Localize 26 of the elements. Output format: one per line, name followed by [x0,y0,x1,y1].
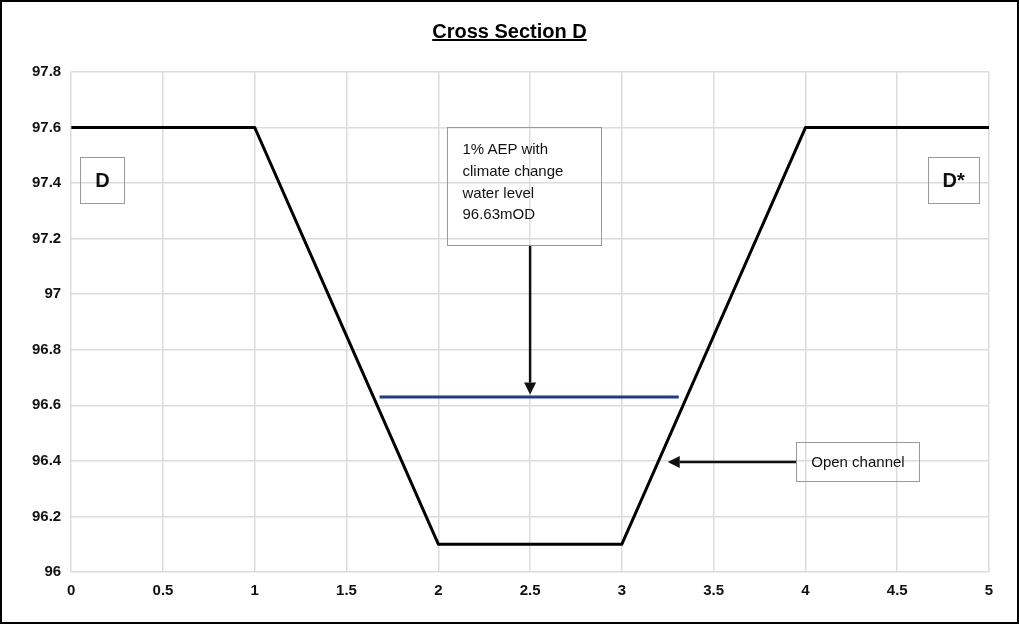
y-tick-label: 97.6 [31,117,62,135]
x-tick-label: 1 [250,581,259,599]
annotation: D* [927,157,980,204]
x-tick-label: 4 [801,581,811,599]
annotation: D [80,157,125,204]
x-tick-label: 5 [984,581,994,599]
chart-title: Cross Section D [431,20,588,43]
annotation: Open channel [796,442,920,482]
x-tick-label: 3.5 [703,581,725,599]
x-tick-label: 0.5 [152,581,174,599]
y-tick-label: 96.6 [31,395,62,413]
annotation: 1% AEP with climate change water level 96.63mOD [447,127,603,246]
y-tick-label: 97.8 [31,62,62,80]
x-tick-label: 4.5 [886,581,908,599]
x-tick-label: 2 [434,581,443,599]
y-tick-label: 97 [44,284,62,302]
y-tick-label: 96.8 [31,339,62,357]
y-tick-label: 97.4 [31,173,62,191]
x-tick-label: 1.5 [336,581,357,599]
y-tick-label: 96.4 [31,451,62,469]
x-tick-label: 0 [67,581,76,599]
y-tick-label: 97.2 [31,228,62,246]
y-tick-label: 96.2 [31,506,62,524]
x-tick-label: 2.5 [519,581,541,599]
x-tick-label: 3 [617,581,627,599]
y-tick-label: 96 [44,562,62,580]
